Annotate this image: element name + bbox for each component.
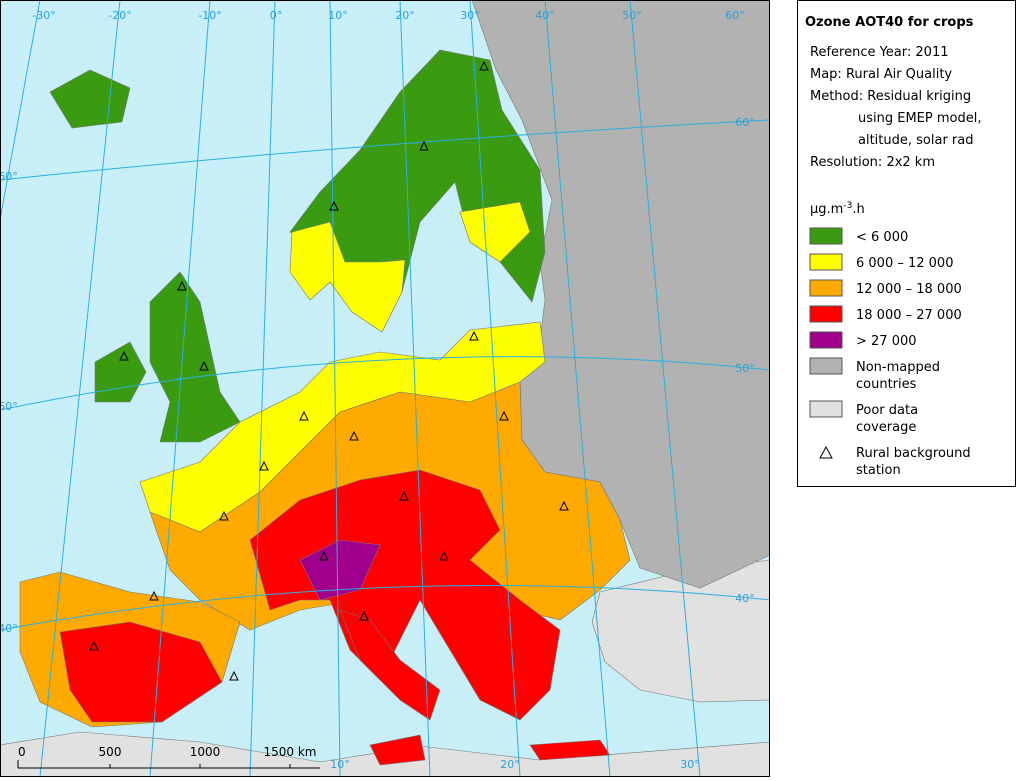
legend-label: 12 000 – 18 000 xyxy=(856,282,962,297)
legend-swatch xyxy=(809,357,843,375)
sicily xyxy=(369,734,426,766)
iceland xyxy=(49,69,131,129)
graticule-label: 10° xyxy=(328,9,348,22)
graticule-label: 0° xyxy=(270,9,283,22)
graticule xyxy=(1,1,769,776)
graticule-label: 30° xyxy=(680,758,700,771)
legend-swatch xyxy=(809,331,843,349)
graticule-label: 60° xyxy=(725,9,745,22)
graticule-label: 30° xyxy=(460,9,480,22)
graticule-label: 60° xyxy=(0,170,18,183)
unit-exponent: -3 xyxy=(843,201,852,211)
legend-info: Reference Year: 2011 xyxy=(810,45,949,60)
legend-info: Method: Residual kriging xyxy=(810,89,971,104)
graticule-label: 60° xyxy=(735,116,755,129)
legend-label: Non-mapped countries xyxy=(856,360,940,392)
legend-info: Resolution: 2x2 km xyxy=(810,155,935,170)
graticule-label: 40° xyxy=(535,9,555,22)
italy-south xyxy=(339,609,441,721)
ireland xyxy=(94,341,147,403)
stations xyxy=(89,60,569,681)
south-red xyxy=(249,469,561,721)
legend-label: Poor data coverage xyxy=(856,403,918,435)
legend-info: Map: Rural Air Quality xyxy=(810,67,952,82)
legend-unit: µg.m-3.h xyxy=(810,201,865,217)
graticule-label: 20° xyxy=(500,758,520,771)
scale-bar: 0 500 1000 1500 km xyxy=(17,745,320,769)
graticule-label: 40° xyxy=(0,622,18,635)
scale-label: 1000 xyxy=(190,745,221,759)
legend-swatch xyxy=(809,400,843,418)
legend-label: 6 000 – 12 000 xyxy=(856,256,953,271)
scale-label: 500 xyxy=(99,745,122,759)
iberia-red xyxy=(59,621,223,723)
legend: Reference Year: 2011 Map: Rural Air Quali… xyxy=(809,45,981,478)
south-scandinavia xyxy=(289,221,406,333)
graticule-label: 10° xyxy=(330,758,350,771)
graticule-label: 40° xyxy=(735,592,755,605)
unit-suffix: .h xyxy=(852,202,864,217)
crete xyxy=(529,739,611,761)
legend-swatch xyxy=(809,253,843,271)
unit-base: µg.m xyxy=(810,202,843,217)
graticule-label: -10° xyxy=(198,9,221,22)
legend-title: Ozone AOT40 for crops xyxy=(805,15,974,30)
graticule-label: -20° xyxy=(108,9,131,22)
legend-label: 18 000 – 27 000 xyxy=(856,308,962,323)
po-valley xyxy=(299,539,381,601)
legend-label: Rural background station xyxy=(856,446,971,478)
scale-label: 0 xyxy=(18,745,26,759)
graticule-label: 50° xyxy=(735,362,755,375)
south-finland xyxy=(459,201,531,263)
legend-label: < 6 000 xyxy=(856,230,908,245)
legend-station-symbol xyxy=(819,445,833,459)
legend-info: using EMEP model, xyxy=(858,111,981,126)
legend-swatch xyxy=(809,279,843,297)
legend-swatch xyxy=(809,305,843,323)
legend-swatch xyxy=(809,227,843,245)
graticule-labels: -30° -20° -10° 0° 10° 20° 30° 40° 50° 60° 60° 50° 40… xyxy=(0,9,755,771)
map: -30° -20° -10° 0° 10° 20° 30° 40° 50° 60° 60° 50° 40… xyxy=(0,1,769,776)
legend-info: altitude, solar rad xyxy=(858,133,973,148)
graticule-label: 20° xyxy=(395,9,415,22)
scale-label: 1500 km xyxy=(264,745,317,759)
legend-label: > 27 000 xyxy=(856,334,917,349)
graticule-label: 50° xyxy=(0,400,18,413)
graticule-label: 50° xyxy=(622,9,642,22)
graticule-label: -30° xyxy=(32,9,55,22)
